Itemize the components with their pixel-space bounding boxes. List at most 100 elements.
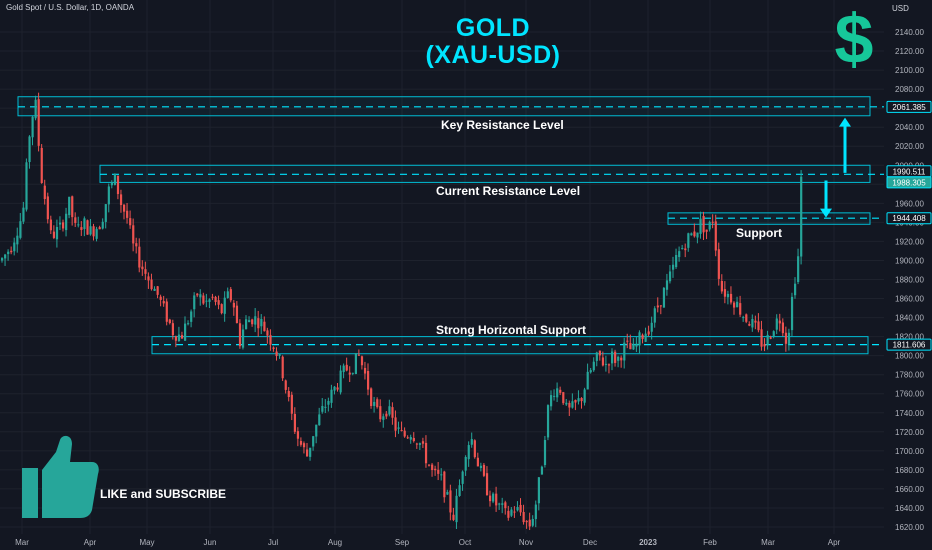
candle-body — [92, 226, 95, 237]
candle-body — [766, 334, 769, 346]
candle-body — [800, 176, 803, 257]
y-tick-label: 2140.00 — [895, 28, 924, 37]
candle-body — [595, 352, 598, 361]
candle-body — [132, 225, 135, 244]
candle-body — [287, 390, 290, 397]
candle-body — [492, 493, 495, 502]
candle-body — [65, 213, 68, 231]
candle-body — [309, 447, 312, 457]
candle-body — [357, 354, 361, 356]
candle-body — [107, 186, 110, 205]
candle-body — [241, 329, 245, 348]
candle-body — [89, 226, 92, 235]
like-subscribe-label: LIKE and SUBSCRIBE — [100, 487, 227, 501]
price-tag-label: 1990.511 — [893, 167, 926, 176]
candle-body — [614, 351, 617, 363]
candle-body — [797, 256, 800, 282]
candle-body — [641, 334, 644, 340]
candle-body — [80, 227, 83, 230]
candle-body — [159, 296, 162, 300]
candle-body — [739, 303, 742, 315]
candle-body — [16, 235, 19, 245]
candle-body — [248, 320, 251, 323]
candle-body — [742, 317, 745, 319]
candle-body — [571, 401, 574, 408]
candle-body — [68, 196, 71, 216]
candle-body — [208, 299, 211, 302]
candle-body — [546, 405, 550, 438]
candle-body — [141, 266, 144, 270]
candle-body — [760, 329, 763, 347]
candle-body — [495, 493, 498, 506]
candle-body — [720, 280, 723, 292]
candle-body — [123, 204, 126, 212]
candle-body — [324, 406, 327, 408]
price-axis[interactable]: 1620.00 1640.00 1660.00 1680.00 1700.00 1720.… — [884, 0, 932, 550]
candle-body — [598, 350, 601, 356]
symbol-info: Gold Spot / U.S. Dollar, 1D, OANDA — [6, 3, 135, 12]
y-tick-label: 1760.00 — [895, 390, 924, 399]
candle-body — [180, 335, 184, 339]
candle-body — [467, 445, 470, 460]
candle-body — [607, 364, 611, 366]
candle-body — [162, 301, 165, 304]
candle-body — [498, 503, 501, 505]
candle-body — [440, 474, 443, 476]
support-label: Support — [736, 226, 782, 240]
candle-body — [424, 442, 428, 464]
y-tick-label: 1780.00 — [895, 371, 924, 380]
candle-body — [376, 399, 379, 408]
candle-body — [415, 443, 418, 445]
candle-body — [275, 351, 278, 357]
candle-body — [296, 431, 300, 439]
price-tag — [886, 176, 932, 189]
x-tick-label: Aug — [328, 538, 342, 547]
candle-body — [690, 233, 693, 236]
candle-body — [196, 293, 199, 296]
candle-body — [351, 372, 354, 374]
candle-body — [644, 333, 647, 342]
candle-body — [184, 323, 187, 341]
candle-body — [238, 323, 242, 347]
candle-body — [330, 389, 333, 403]
candle-body — [711, 221, 714, 223]
candle-body — [681, 248, 684, 250]
arrow-head — [820, 208, 832, 218]
candle-body — [733, 302, 736, 308]
candle-body — [452, 514, 455, 520]
y-tick-label: 1880.00 — [895, 276, 924, 285]
y-tick-label: 2020.00 — [895, 142, 924, 151]
candle-body — [315, 424, 318, 437]
time-axis[interactable]: Mar Apr May Jun Jul Aug Sep Oct Nov Dec 2023 Feb Mar… — [0, 534, 884, 550]
candle-body — [476, 457, 479, 467]
candle-body — [373, 401, 376, 406]
candle-body — [77, 224, 80, 226]
candle-body — [531, 518, 534, 526]
candle-body — [772, 331, 775, 337]
candle-body — [470, 439, 473, 445]
candle-body — [147, 276, 150, 281]
x-tick-label: May — [139, 538, 154, 547]
candle-body — [312, 436, 315, 447]
candle-body — [421, 441, 425, 444]
candle-body — [586, 371, 589, 390]
candle-body — [83, 218, 86, 230]
candle-body — [10, 250, 13, 253]
candle-body — [360, 356, 364, 366]
candle-body — [4, 254, 7, 259]
candle-body — [437, 469, 440, 474]
candle-body — [406, 437, 409, 439]
candle-body — [339, 370, 342, 393]
candle-body — [333, 386, 336, 391]
candle-body — [513, 511, 516, 513]
candle-body — [781, 322, 784, 334]
candles-layer — [1, 92, 803, 531]
candle-body — [101, 221, 104, 229]
y-tick-label: 1800.00 — [895, 352, 924, 361]
candle-body — [650, 322, 653, 332]
arrows-layer — [820, 117, 851, 218]
candle-body — [235, 305, 239, 324]
candle-body — [232, 302, 235, 308]
y-tick-label: 2100.00 — [895, 66, 924, 75]
